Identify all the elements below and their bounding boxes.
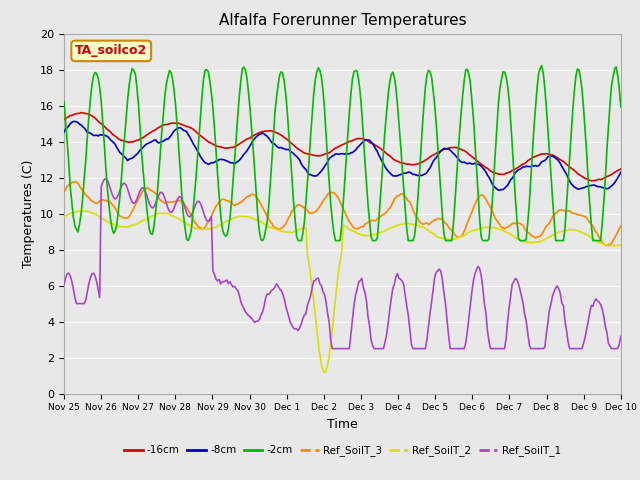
Legend: -16cm, -8cm, -2cm, Ref_SoilT_3, Ref_SoilT_2, Ref_SoilT_1: -16cm, -8cm, -2cm, Ref_SoilT_3, Ref_Soil… — [120, 441, 565, 460]
X-axis label: Time: Time — [327, 418, 358, 431]
Y-axis label: Temperatures (C): Temperatures (C) — [22, 159, 35, 268]
Text: TA_soilco2: TA_soilco2 — [75, 44, 147, 58]
Title: Alfalfa Forerunner Temperatures: Alfalfa Forerunner Temperatures — [219, 13, 466, 28]
